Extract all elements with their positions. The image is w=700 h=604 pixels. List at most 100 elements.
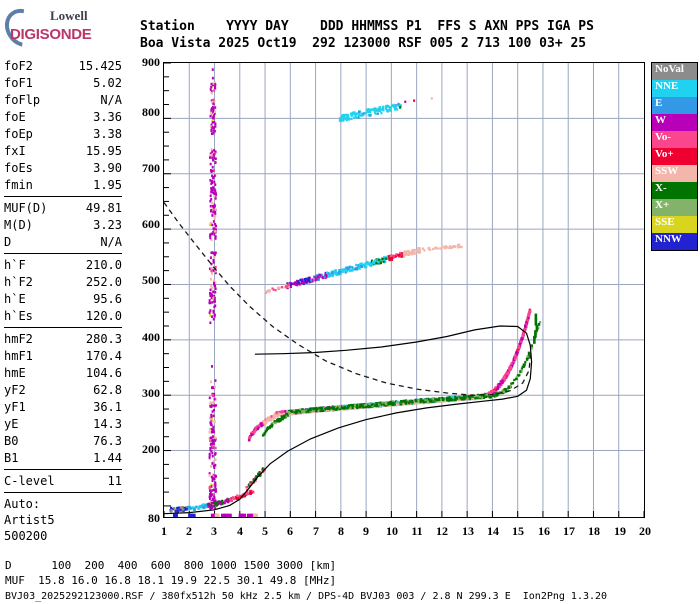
x-tick-15: 15 [512, 524, 524, 538]
param-row: foF2 15.425 [4, 58, 122, 75]
param-key: h`Es [4, 309, 33, 323]
x-tick-6: 6 [287, 524, 293, 538]
param-key: foFlp [4, 93, 41, 107]
param-key: foF1 [4, 76, 33, 90]
param-value: 62.8 [93, 383, 122, 397]
legend-item-vo-plus[interactable]: Vo+ [652, 148, 697, 165]
param-value: 11 [107, 474, 122, 488]
x-tick-16: 16 [538, 524, 550, 538]
param-value: 252.0 [85, 275, 122, 289]
legend-item-ssw[interactable]: SSW [652, 165, 697, 182]
param-row: h`Es 120.0 [4, 308, 122, 325]
param-key: h`F [4, 258, 26, 272]
legend-item-vo-minus[interactable]: Vo- [652, 131, 697, 148]
param-row: hmE 104.6 [4, 365, 122, 382]
x-tick-7: 7 [313, 524, 319, 538]
footer-info: D 100 200 400 600 800 1000 1500 3000 [km… [5, 558, 607, 604]
y-tick-80: 80 [148, 511, 160, 525]
ionogram-canvas[interactable] [164, 63, 644, 517]
param-key: M(D) [4, 218, 33, 232]
legend-item-sse[interactable]: SSE [652, 216, 697, 233]
y-tick-200: 200 [142, 442, 160, 456]
param-row: yE 14.3 [4, 416, 122, 433]
param-value: 15.425 [78, 59, 122, 73]
param-row: B0 76.3 [4, 433, 122, 450]
true-height-profile-curve [164, 325, 533, 515]
param-row: h`F2 252.0 [4, 274, 122, 291]
legend-item-w[interactable]: W [652, 114, 697, 131]
param-key: yF2 [4, 383, 26, 397]
x-tick-17: 17 [563, 524, 575, 538]
param-value: 14.3 [93, 417, 122, 431]
param-key: yF1 [4, 400, 26, 414]
x-tick-4: 4 [237, 524, 243, 538]
legend-item-nnw[interactable]: NNW [652, 233, 697, 250]
lowell-digisonde-logo: Lowell DIGISONDE [0, 1, 124, 55]
param-value: 3.23 [93, 218, 122, 232]
legend-item-noval[interactable]: NoVal [652, 63, 697, 80]
y-tick-400: 400 [142, 330, 160, 344]
param-key: hmF2 [4, 332, 33, 346]
legend-item-x-plus[interactable]: X+ [652, 199, 697, 216]
param-value: 210.0 [85, 258, 122, 272]
param-key: h`E [4, 292, 26, 306]
param-row: h`E 95.6 [4, 291, 122, 308]
param-row: M(D) 3.23 [4, 217, 122, 234]
ionogram-plot-area[interactable] [163, 62, 645, 518]
x-tick-12: 12 [436, 524, 448, 538]
param-key: B1 [4, 451, 19, 465]
param-key: foEs [4, 161, 33, 175]
echo-points [169, 68, 542, 517]
legend-item-x-minus[interactable]: X- [652, 182, 697, 199]
param-key: h`F2 [4, 275, 33, 289]
axis-ticks [164, 63, 644, 517]
param-value: 3.36 [93, 110, 122, 124]
param-row: MUF(D) 49.81 [4, 200, 122, 217]
param-value: 95.6 [93, 292, 122, 306]
param-key: foEp [4, 127, 33, 141]
param-key: foE [4, 110, 26, 124]
param-value: 49.81 [85, 201, 122, 215]
param-row: yF2 62.8 [4, 382, 122, 399]
y-tick-600: 600 [142, 217, 160, 231]
header-line-1: Station YYYY DAY DDD HHMMSS P1 FFS S AXN… [140, 19, 594, 34]
param-value: 76.3 [93, 434, 122, 448]
x-tick-2: 2 [186, 524, 192, 538]
legend-item-nne[interactable]: NNE [652, 80, 697, 97]
param-key: fmin [4, 178, 33, 192]
param-value: N/A [100, 235, 122, 249]
x-tick-18: 18 [588, 524, 600, 538]
param-row: fxI 15.95 [4, 143, 122, 160]
panel-divider [4, 196, 122, 197]
param-value: 1.95 [93, 178, 122, 192]
ionospheric-parameters-panel: foF2 15.425 foF1 5.02 foFlp N/A foE 3.36 foE… [4, 58, 122, 544]
footer-distance-row: D 100 200 400 600 800 1000 1500 3000 [km… [5, 559, 337, 572]
param-key: MUF(D) [4, 201, 48, 215]
logo-digisonde-text: DIGISONDE [10, 26, 92, 43]
x-tick-14: 14 [487, 524, 499, 538]
param-value: 36.1 [93, 400, 122, 414]
param-row: foFlp N/A [4, 92, 122, 109]
y-tick-300: 300 [142, 386, 160, 400]
x-tick-13: 13 [462, 524, 474, 538]
muf-dashed-curve [164, 202, 531, 396]
legend-item-e[interactable]: E [652, 97, 697, 114]
param-row: B1 1.44 [4, 450, 122, 467]
param-value: 104.6 [85, 366, 122, 380]
autoscaler-version: Artist5 [4, 513, 55, 527]
y-tick-800: 800 [142, 105, 160, 119]
param-row: C-level 11 [4, 473, 122, 490]
param-value: 15.95 [85, 144, 122, 158]
param-key: hmF1 [4, 349, 33, 363]
param-row: foEp 3.38 [4, 126, 122, 143]
param-value: 280.3 [85, 332, 122, 346]
autoscaler-name: Auto: [4, 497, 41, 511]
param-value: 3.38 [93, 127, 122, 141]
autoscaler-code: 500200 [4, 529, 48, 543]
param-value: 1.44 [93, 451, 122, 465]
x-tick-20: 20 [639, 524, 651, 538]
param-key: B0 [4, 434, 19, 448]
param-value: 170.4 [85, 349, 122, 363]
param-group-clevel: C-level 11 [4, 473, 122, 490]
x-tick-3: 3 [211, 524, 217, 538]
